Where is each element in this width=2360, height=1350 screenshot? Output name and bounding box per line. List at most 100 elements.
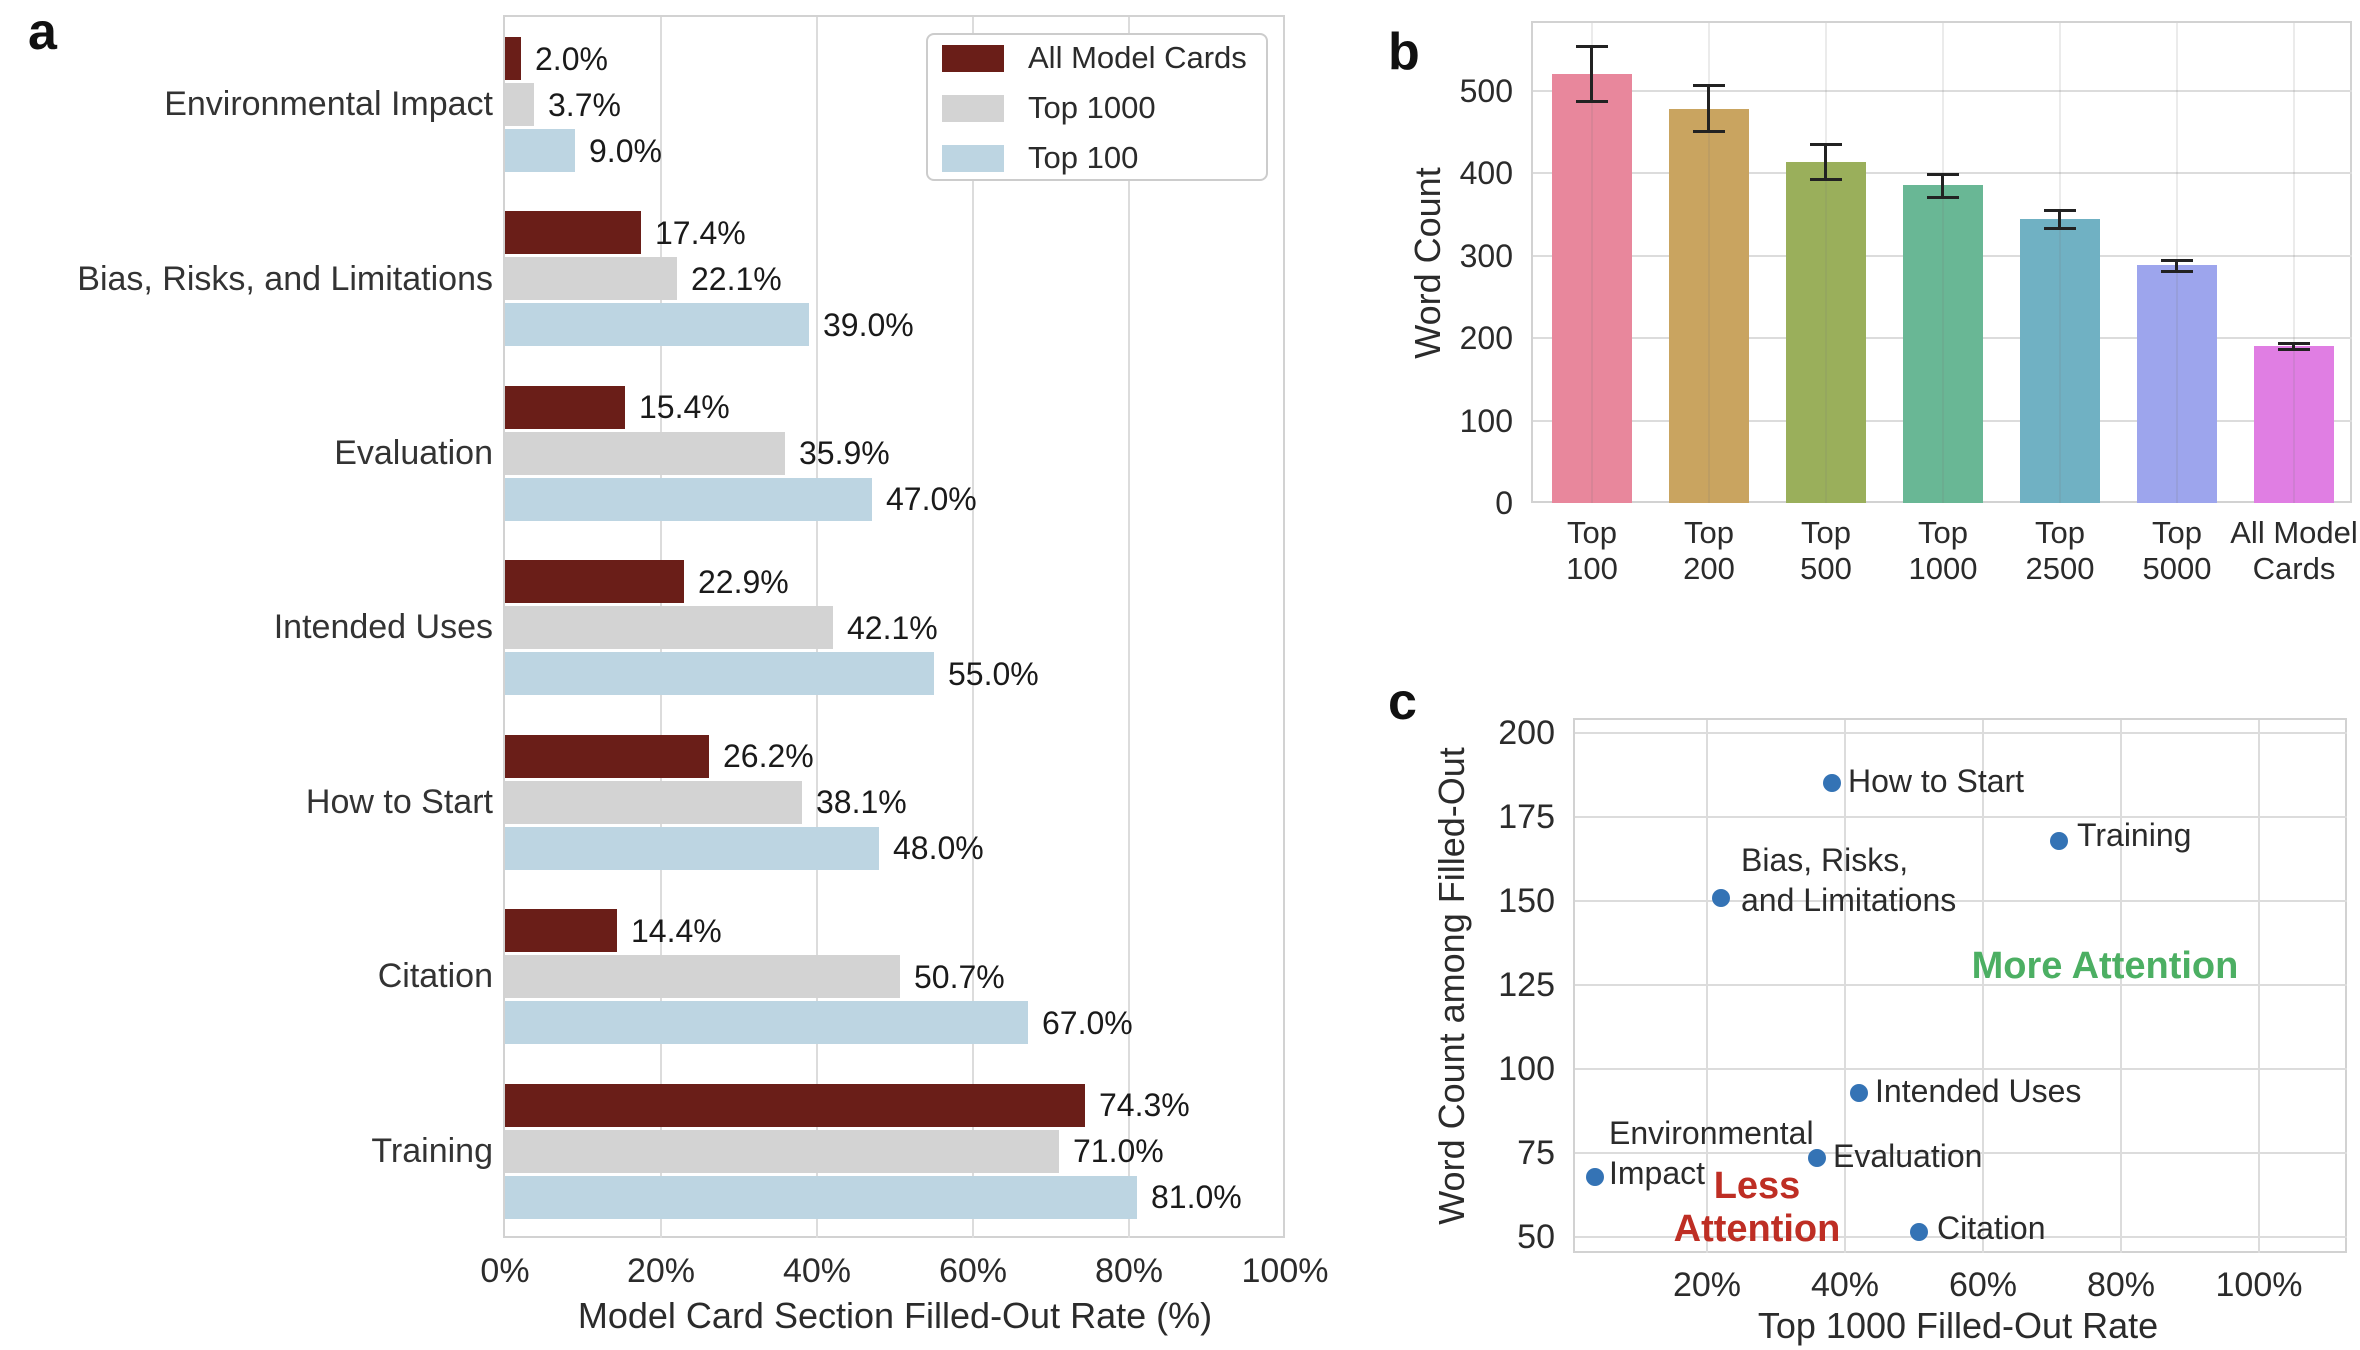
error-bar (2058, 210, 2061, 228)
bar-value-label: 22.1% (691, 261, 782, 297)
axis-tick-label: 0% (480, 1252, 530, 1290)
axis-tick-label: 175 (1498, 798, 1555, 836)
legend-swatch (942, 145, 1004, 172)
scatter-point (1823, 774, 1841, 792)
bar (505, 1001, 1028, 1044)
scatter-point (2050, 832, 2068, 850)
error-bar-cap (2044, 209, 2076, 212)
category-label: How to Start (305, 783, 493, 821)
error-bar-cap (1810, 143, 1842, 146)
error-bar (1590, 47, 1593, 101)
grid-line (1575, 732, 2347, 734)
grid-line (972, 17, 974, 1238)
bar-value-label: 14.4% (631, 913, 722, 949)
axis-tick-label: 150 (1498, 882, 1555, 920)
grid-line (2258, 720, 2260, 1253)
grid-line (1128, 17, 1130, 1238)
grid-line (1575, 900, 2347, 902)
grid-line (1591, 23, 1593, 503)
panel-c-letter: c (1388, 673, 1417, 731)
axis-tick-label: Top 2500 (2025, 515, 2095, 586)
grid-line (1575, 1236, 2347, 1238)
axis-tick-label: 75 (1517, 1134, 1555, 1172)
bar (505, 909, 617, 952)
category-label: Environmental Impact (164, 85, 493, 123)
error-bar-cap (2161, 259, 2193, 262)
panel-a-x-axis-title: Model Card Section Filled-Out Rate (%) (577, 1295, 1213, 1336)
axis-tick-label: 60% (1948, 1266, 2018, 1304)
grid-line (2293, 23, 2295, 503)
axis-tick-label: Top 1000 (1908, 515, 1978, 586)
axis-tick-label: 20% (626, 1252, 696, 1290)
scatter-point (1712, 889, 1730, 907)
axis-tick-label: 100 (1498, 1050, 1555, 1088)
point-label: Bias, Risks, and Limitations (1741, 842, 1957, 918)
grid-line (1575, 1068, 2347, 1070)
bar-value-label: 17.4% (655, 215, 746, 251)
axis-tick-label: Top 5000 (2142, 515, 2212, 586)
axis-tick-label: 60% (938, 1252, 1008, 1290)
axis-tick-label: 100% (2215, 1266, 2303, 1304)
axis-tick-label: Top 100 (1566, 515, 1618, 586)
scatter-point (1808, 1149, 1826, 1167)
error-bar-cap (1927, 196, 1959, 199)
axis-tick-label: 200 (1459, 320, 1513, 356)
grid-line (1942, 23, 1944, 503)
grid-line (1575, 984, 2347, 986)
bar-value-label: 22.9% (698, 564, 789, 600)
bar-value-label: 55.0% (948, 656, 1039, 692)
bar (505, 432, 785, 475)
bar (505, 129, 575, 172)
error-bar-cap (1576, 100, 1608, 103)
bar-value-label: 48.0% (893, 830, 984, 866)
legend: All Model Cards Top 1000 Top 100 (926, 33, 1268, 181)
bar-value-label: 67.0% (1042, 1005, 1133, 1041)
bar (505, 37, 521, 80)
legend-label: All Model Cards (1028, 40, 1247, 75)
error-bar (2292, 343, 2295, 350)
grid-line (1844, 720, 1846, 1253)
axis-tick-label: 80% (2086, 1266, 2156, 1304)
bar (505, 652, 934, 695)
bar-value-label: 9.0% (589, 133, 662, 169)
point-label: Training (2077, 817, 2192, 853)
bar (1669, 109, 1749, 503)
bar-value-label: 35.9% (799, 435, 890, 471)
bar-value-label: 26.2% (723, 738, 814, 774)
axis-tick-label: 100 (1459, 403, 1513, 439)
scatter-point (1910, 1223, 1928, 1241)
bar (2137, 265, 2217, 503)
grid-line (1575, 1152, 2347, 1154)
error-bar (2175, 261, 2178, 272)
axis-tick-label: 400 (1459, 155, 1513, 191)
bar-value-label: 15.4% (639, 389, 730, 425)
bar (505, 83, 534, 126)
bar-value-label: 74.3% (1099, 1087, 1190, 1123)
grid-line (1533, 90, 2352, 92)
axis-tick-label: 40% (1810, 1266, 1880, 1304)
panel-c-x-axis-title: Top 1000 Filled-Out Rate (1757, 1305, 2159, 1346)
error-bar-cap (1693, 130, 1725, 133)
bar (505, 955, 900, 998)
point-label: Intended Uses (1875, 1073, 2082, 1109)
error-bar (1707, 86, 1710, 132)
point-label: Environmental Impact (1609, 1115, 1814, 1191)
grid-line (1575, 816, 2347, 818)
bar (1552, 74, 1632, 503)
scatter-point (1850, 1084, 1868, 1102)
category-label: Evaluation (334, 434, 493, 472)
panel-c-y-axis-title: Word Count among Filled-Out (1431, 747, 1472, 1225)
annotation-more-attention: More Attention (1971, 945, 2239, 987)
axis-tick-label: 200 (1498, 714, 1555, 752)
error-bar-cap (1810, 178, 1842, 181)
grid-line (1706, 720, 1708, 1253)
bar (1903, 185, 1983, 503)
grid-line (2120, 720, 2122, 1253)
error-bar-cap (2044, 227, 2076, 230)
bar (505, 478, 872, 521)
bar (505, 735, 709, 778)
grid-line (1982, 720, 1984, 1253)
legend-swatch (942, 95, 1004, 122)
bar (2020, 219, 2100, 503)
axis-tick-label: Top 200 (1683, 515, 1735, 586)
